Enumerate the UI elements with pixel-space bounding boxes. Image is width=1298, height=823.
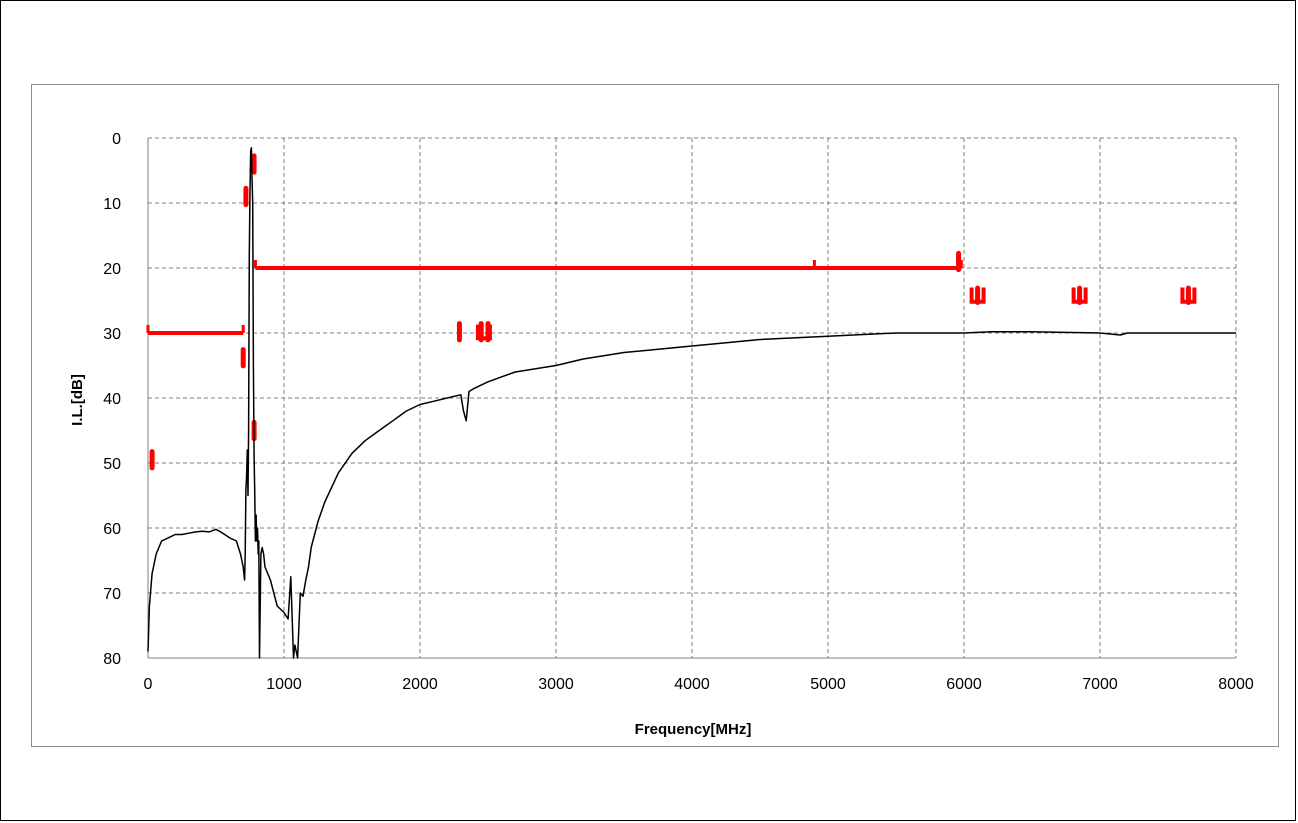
y-tick-label: 40 [103, 391, 121, 408]
y-axis-title: I.L.[dB] [69, 374, 86, 426]
x-tick-label: 4000 [674, 676, 710, 693]
response-series [147, 147, 1236, 659]
y-tick-label: 70 [103, 586, 121, 603]
tick-labels: 0 10 20 30 40 50 60 70 80 0 1000 2000 3000 4000 5000 60… [103, 131, 1254, 693]
spec-bracket-marker [475, 324, 492, 341]
grid [147, 137, 1237, 659]
y-tick-label: 0 [112, 131, 121, 148]
y-tick-label: 30 [103, 326, 121, 343]
y-tick-label: 80 [103, 651, 121, 668]
x-tick-label: 5000 [810, 676, 846, 693]
x-tick-label: 0 [144, 676, 153, 693]
response-line [147, 147, 1236, 659]
y-tick-label: 20 [103, 261, 121, 278]
x-axis-title: Frequency[MHz] [635, 721, 752, 738]
y-tick-label: 50 [103, 456, 121, 473]
x-tick-label: 2000 [402, 676, 438, 693]
x-tick-label: 1000 [266, 676, 302, 693]
chart-area [31, 84, 1279, 747]
y-tick-label: 10 [103, 196, 121, 213]
x-tick-label: 8000 [1218, 676, 1254, 693]
x-tick-label: 3000 [538, 676, 574, 693]
x-tick-label: 6000 [946, 676, 982, 693]
spec-bracket-marker [969, 287, 986, 304]
spec-bracket-marker [1180, 287, 1197, 304]
spec-bracket-marker [1071, 287, 1088, 304]
x-tick-label: 7000 [1082, 676, 1118, 693]
y-tick-label: 60 [103, 521, 121, 538]
